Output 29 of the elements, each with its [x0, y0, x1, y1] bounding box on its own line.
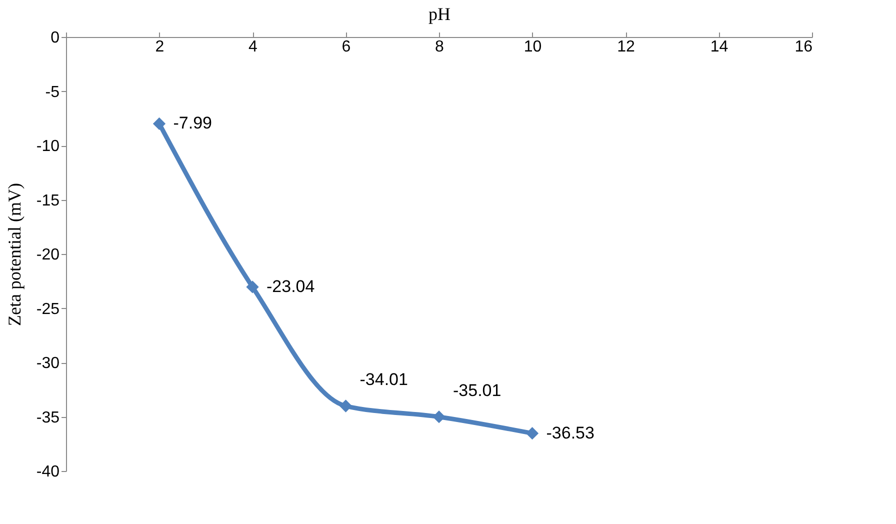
- y-tick-label: 0: [50, 30, 60, 46]
- data-label: -36.53: [546, 423, 594, 442]
- y-tick-label: -5: [45, 84, 60, 101]
- y-tick-label: -30: [36, 355, 60, 372]
- data-label: -34.01: [360, 370, 408, 390]
- x-tick-label: 4: [248, 38, 258, 56]
- x-tick-label: 8: [435, 38, 444, 56]
- y-axis-title: Zeta potential (mV): [4, 183, 24, 326]
- y-tick-label: -15: [36, 192, 60, 210]
- x-tick-label: 2: [155, 38, 164, 56]
- x-tick-label: 10: [524, 38, 542, 56]
- point: [152, 117, 166, 130]
- data-label: -23.04: [266, 276, 315, 296]
- y-tick-label: -25: [36, 300, 60, 318]
- point: [432, 410, 446, 424]
- x-tick-label: 14: [710, 38, 728, 56]
- y-tick-label: -35: [36, 409, 60, 426]
- data-label: -35.01: [453, 380, 502, 400]
- y-tick-label: -40: [36, 464, 60, 480]
- y-tick-label: -10: [36, 138, 60, 155]
- y-tick-label: -20: [36, 246, 60, 264]
- x-tick-label: 16: [794, 38, 813, 56]
- x-axis-title: pH: [428, 4, 450, 24]
- point: [339, 400, 352, 412]
- point: [526, 427, 539, 440]
- point: [246, 280, 259, 294]
- x-tick-label: 12: [617, 38, 635, 56]
- data-label: -7.99: [173, 114, 212, 133]
- x-tick-label: 6: [342, 38, 351, 56]
